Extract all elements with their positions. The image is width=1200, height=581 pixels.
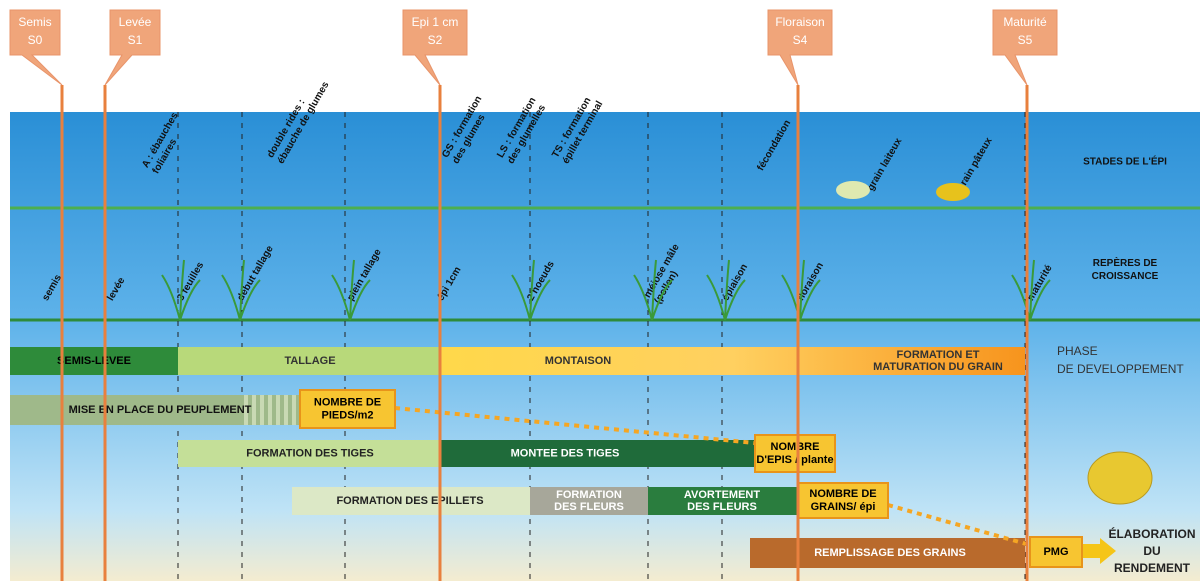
plant	[331, 259, 371, 321]
component-box	[299, 389, 396, 429]
component-box	[797, 482, 889, 519]
label: MONTEE DES TIGES	[511, 447, 620, 459]
label: NOMBRE DE	[314, 396, 381, 408]
process-bar	[440, 440, 755, 467]
label: PHASE	[1057, 344, 1098, 358]
label: DU	[1143, 544, 1160, 558]
process-bar	[750, 538, 1025, 568]
label: S2	[428, 33, 443, 47]
label: DE DEVELOPPEMENT	[1057, 362, 1184, 376]
label: TALLAGE	[284, 355, 335, 367]
label: S1	[128, 33, 143, 47]
label: MONTAISON	[545, 355, 611, 367]
phase-bar	[440, 347, 1025, 375]
process-bar	[178, 440, 440, 467]
label: MISE EN PLACE DU PEUPLEMENT	[69, 404, 252, 416]
connector	[394, 406, 756, 445]
grain	[836, 181, 870, 199]
process-bar	[292, 487, 530, 515]
label: STADES DE L'ÉPI	[1083, 155, 1167, 168]
label: CROISSANCE	[1092, 271, 1159, 282]
label: Levée	[119, 15, 152, 29]
label: PIEDS/m2	[322, 409, 374, 421]
plant	[633, 259, 673, 321]
label: FORMATION DES TIGES	[246, 447, 374, 459]
component-box	[1029, 536, 1083, 568]
plant	[706, 259, 746, 321]
connector	[887, 503, 1031, 547]
label: SEMIS-LEVEE	[57, 355, 131, 367]
arrow	[1082, 538, 1116, 564]
phase-bar	[10, 347, 178, 375]
process-bar	[530, 487, 648, 515]
stage-callout	[9, 9, 63, 86]
label: DES FLEURS	[687, 501, 757, 513]
label: REPÈRES DE	[1093, 256, 1158, 269]
label: PMG	[1043, 546, 1068, 558]
grain	[936, 183, 970, 201]
label: GRAINS/ épi	[811, 501, 876, 513]
phase-bar	[178, 347, 440, 375]
label: FORMATION DES EPILLETS	[336, 495, 483, 507]
label: FORMATION ET	[897, 349, 980, 361]
label: MATURATION DU GRAIN	[873, 361, 1003, 373]
plant	[161, 259, 201, 321]
label: NOMBRE	[771, 441, 820, 453]
label: REMPLISSAGE DES GRAINS	[814, 547, 966, 559]
stage-callout	[402, 9, 468, 86]
stage-callout	[104, 9, 161, 86]
stage-callout	[992, 9, 1058, 86]
label: Floraison	[775, 15, 824, 29]
label: S5	[1018, 33, 1033, 47]
process-bar	[10, 395, 240, 425]
label: ÉLABORATION	[1108, 526, 1195, 541]
label: FORMATION	[556, 489, 622, 501]
label: NOMBRE DE	[809, 488, 876, 500]
component-box	[754, 434, 836, 473]
grain-pile	[1087, 451, 1153, 505]
stage-callout	[767, 9, 833, 86]
plant	[1011, 259, 1051, 321]
label: D'EPIS / plante	[756, 454, 833, 466]
process-bar	[648, 487, 798, 515]
label: Epi 1 cm	[412, 15, 459, 29]
plant	[511, 259, 551, 321]
label: Maturité	[1003, 15, 1047, 29]
label: S0	[28, 33, 43, 47]
plant	[221, 259, 261, 321]
label: S4	[793, 33, 808, 47]
label: DES FLEURS	[554, 501, 624, 513]
label: RENDEMENT	[1114, 561, 1191, 575]
label: AVORTEMENT	[684, 489, 760, 501]
label: Semis	[18, 15, 51, 29]
